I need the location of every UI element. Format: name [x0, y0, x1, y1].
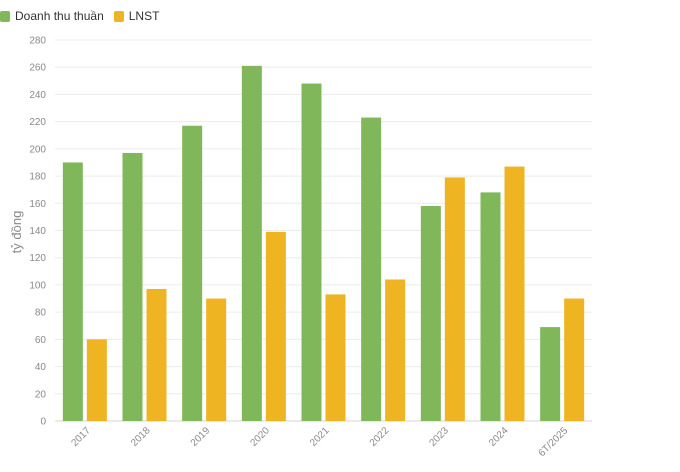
bars [62, 65, 585, 422]
legend-item-profit[interactable]: LNST [113, 9, 160, 23]
y-tick-label: 0 [40, 417, 46, 428]
y-tick-label: 240 [29, 90, 46, 101]
x-tick-label: 2024 [487, 425, 511, 449]
x-tick-label: 2020 [248, 425, 272, 449]
y-tick-label: 40 [35, 362, 47, 373]
x-tick-label: 2021 [308, 425, 332, 449]
bar-revenue[interactable] [62, 162, 83, 421]
bar-profit[interactable] [564, 298, 585, 421]
bar-profit[interactable] [504, 166, 525, 421]
bar-profit[interactable] [444, 177, 465, 421]
y-tick-label: 60 [35, 335, 47, 346]
bar-revenue[interactable] [361, 117, 382, 421]
bar-profit[interactable] [385, 279, 406, 421]
bar-profit[interactable] [325, 294, 346, 421]
y-tick-label: 220 [29, 117, 46, 128]
y-tick-label: 140 [29, 226, 46, 237]
x-tick-label: 6T/2025 [537, 425, 571, 459]
y-tick-label: 260 [29, 63, 46, 74]
legend-swatch-profit [113, 10, 124, 22]
bar-revenue[interactable] [420, 206, 441, 421]
y-tick-label: 160 [29, 199, 46, 210]
bar-profit[interactable] [206, 298, 227, 421]
y-tick-label: 20 [35, 389, 47, 400]
bar-profit[interactable] [265, 231, 286, 421]
bar-revenue[interactable] [540, 327, 561, 421]
x-tick-label: 2019 [189, 425, 213, 449]
x-tick-label: 2018 [129, 425, 153, 449]
bar-revenue[interactable] [182, 125, 203, 421]
y-tick-label: 80 [35, 308, 47, 319]
y-axis-label: tỷ đồng [9, 211, 24, 254]
y-tick-label: 200 [29, 144, 46, 155]
bar-profit[interactable] [146, 289, 167, 421]
bar-profit[interactable] [86, 339, 107, 421]
x-tick-label: 2017 [69, 425, 93, 449]
y-tick-label: 280 [29, 36, 46, 47]
y-tick-label: 120 [29, 253, 46, 264]
y-axis-ticks: 0 20 40 60 80 100 120 140 160 180 200 220 240 260 280 [29, 36, 46, 428]
legend-label-profit: LNST [128, 9, 160, 23]
bar-revenue[interactable] [122, 152, 143, 422]
x-tick-label: 2023 [427, 425, 451, 449]
legend-swatch-revenue [0, 10, 10, 22]
x-tick-label: 2022 [368, 425, 392, 449]
bar-revenue[interactable] [301, 83, 322, 422]
legend-label-revenue: Doanh thu thuần [15, 9, 104, 23]
y-tick-label: 180 [29, 172, 46, 183]
legend-item-revenue[interactable]: Doanh thu thuần [0, 9, 104, 23]
legend: Doanh thu thuần LNST [0, 8, 169, 24]
grid-lines [55, 39, 592, 422]
x-axis-ticks: 2017 2018 2019 2020 2021 2022 2023 2024 6T/2025 [69, 425, 570, 459]
bar-revenue[interactable] [480, 192, 501, 421]
bar-revenue[interactable] [241, 65, 262, 421]
y-tick-label: 100 [29, 280, 46, 291]
